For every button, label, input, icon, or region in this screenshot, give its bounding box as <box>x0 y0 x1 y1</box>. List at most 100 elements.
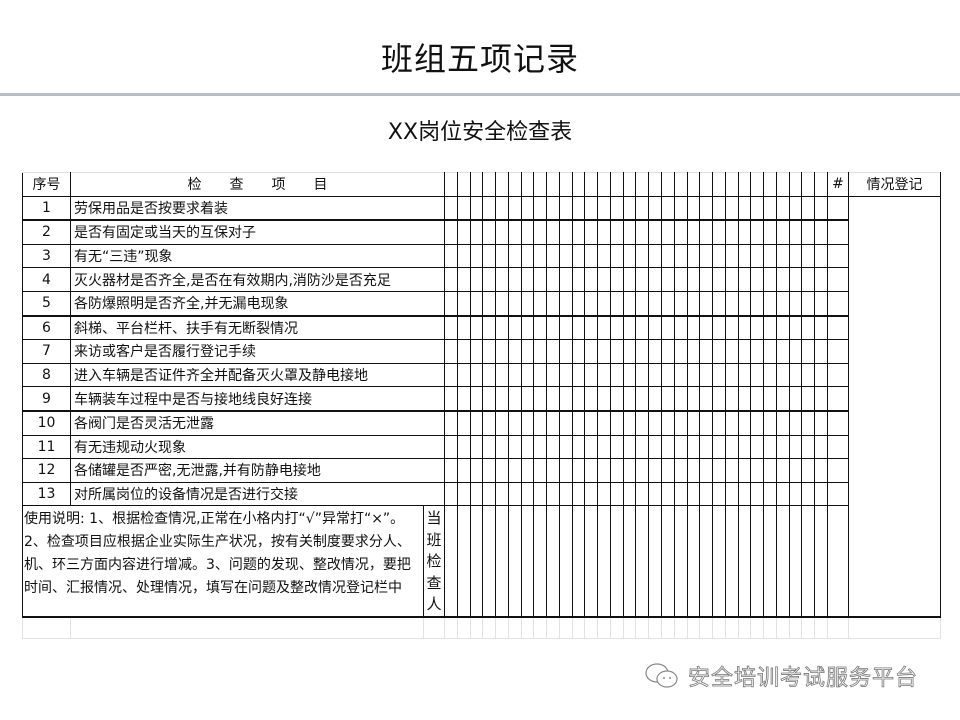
check-cell[interactable] <box>609 362 624 388</box>
check-cell[interactable] <box>737 195 752 222</box>
check-cell[interactable] <box>507 243 522 269</box>
check-cell[interactable] <box>788 219 803 245</box>
checker-cell[interactable] <box>775 505 790 619</box>
check-cell[interactable] <box>724 458 739 483</box>
check-cell[interactable] <box>801 362 816 388</box>
check-cell[interactable] <box>507 410 522 436</box>
check-cell-header[interactable] <box>775 172 790 197</box>
check-cell[interactable] <box>801 267 816 292</box>
check-cell[interactable] <box>507 339 522 364</box>
checker-cell[interactable] <box>814 505 828 619</box>
check-cell[interactable] <box>635 458 650 483</box>
checker-cell[interactable] <box>750 505 765 619</box>
check-cell[interactable] <box>571 243 586 269</box>
checker-cell[interactable] <box>597 505 611 619</box>
check-cell[interactable] <box>775 267 790 292</box>
check-cell[interactable] <box>622 315 637 341</box>
check-cell[interactable] <box>750 243 765 269</box>
check-cell[interactable] <box>699 458 714 483</box>
check-cell[interactable] <box>648 243 663 269</box>
check-cell-header[interactable] <box>609 172 624 197</box>
check-cell[interactable] <box>584 434 599 460</box>
check-cell[interactable] <box>469 410 484 436</box>
check-cell[interactable] <box>520 267 535 292</box>
check-cell[interactable] <box>533 481 548 507</box>
check-cell[interactable] <box>737 339 752 364</box>
check-cell[interactable] <box>456 481 471 507</box>
check-cell[interactable] <box>520 362 535 388</box>
check-cell[interactable] <box>609 481 624 507</box>
check-cell[interactable] <box>622 290 637 317</box>
check-cell[interactable] <box>609 267 624 292</box>
check-cell[interactable] <box>788 386 803 412</box>
check-cell[interactable] <box>469 243 484 269</box>
check-cell[interactable] <box>597 267 611 292</box>
check-cell[interactable] <box>469 315 484 341</box>
check-cell[interactable] <box>775 315 790 341</box>
check-cell[interactable] <box>444 315 458 341</box>
check-cell[interactable] <box>597 315 611 341</box>
check-cell[interactable] <box>558 458 573 483</box>
check-cell[interactable] <box>495 267 509 292</box>
check-cell[interactable] <box>444 195 458 222</box>
check-cell[interactable] <box>558 290 573 317</box>
check-cell[interactable] <box>533 243 548 269</box>
check-cell[interactable] <box>495 339 509 364</box>
check-cell[interactable] <box>597 386 611 412</box>
check-cell[interactable] <box>750 362 765 388</box>
check-cell[interactable] <box>495 434 509 460</box>
check-cell[interactable] <box>571 339 586 364</box>
check-cell[interactable] <box>444 481 458 507</box>
hash-cell[interactable] <box>826 243 849 269</box>
check-cell[interactable] <box>622 434 637 460</box>
check-cell-header[interactable] <box>622 172 637 197</box>
checker-cell[interactable] <box>724 505 739 619</box>
check-cell[interactable] <box>763 458 777 483</box>
check-cell[interactable] <box>724 195 739 222</box>
check-cell[interactable] <box>661 219 675 245</box>
check-cell[interactable] <box>686 243 701 269</box>
check-cell[interactable] <box>775 195 790 222</box>
check-cell[interactable] <box>469 458 484 483</box>
checker-cell[interactable] <box>533 505 548 619</box>
check-cell[interactable] <box>635 195 650 222</box>
checker-cell[interactable] <box>712 505 726 619</box>
check-cell[interactable] <box>814 290 828 317</box>
check-cell[interactable] <box>469 290 484 317</box>
check-cell[interactable] <box>801 219 816 245</box>
check-cell[interactable] <box>699 339 714 364</box>
check-cell[interactable] <box>597 434 611 460</box>
check-cell[interactable] <box>622 195 637 222</box>
check-cell[interactable] <box>750 290 765 317</box>
check-cell-header[interactable] <box>788 172 803 197</box>
check-cell[interactable] <box>533 434 548 460</box>
check-cell[interactable] <box>673 362 688 388</box>
check-cell[interactable] <box>558 243 573 269</box>
check-cell[interactable] <box>597 481 611 507</box>
check-cell[interactable] <box>661 386 675 412</box>
check-cell[interactable] <box>635 386 650 412</box>
check-cell[interactable] <box>558 195 573 222</box>
check-cell[interactable] <box>495 362 509 388</box>
check-cell[interactable] <box>737 315 752 341</box>
check-cell[interactable] <box>482 458 497 483</box>
check-cell[interactable] <box>597 362 611 388</box>
check-cell[interactable] <box>507 315 522 341</box>
checker-cell[interactable] <box>635 505 650 619</box>
check-cell-header[interactable] <box>814 172 828 197</box>
check-cell[interactable] <box>737 410 752 436</box>
check-cell[interactable] <box>699 410 714 436</box>
check-cell[interactable] <box>763 219 777 245</box>
check-cell[interactable] <box>648 410 663 436</box>
checker-cell[interactable] <box>482 505 497 619</box>
check-cell[interactable] <box>673 434 688 460</box>
check-cell[interactable] <box>456 315 471 341</box>
check-cell[interactable] <box>571 315 586 341</box>
check-cell[interactable] <box>788 195 803 222</box>
check-cell[interactable] <box>456 434 471 460</box>
check-cell[interactable] <box>507 481 522 507</box>
check-cell[interactable] <box>648 362 663 388</box>
check-cell[interactable] <box>635 267 650 292</box>
check-cell-header[interactable] <box>558 172 573 197</box>
check-cell[interactable] <box>622 243 637 269</box>
